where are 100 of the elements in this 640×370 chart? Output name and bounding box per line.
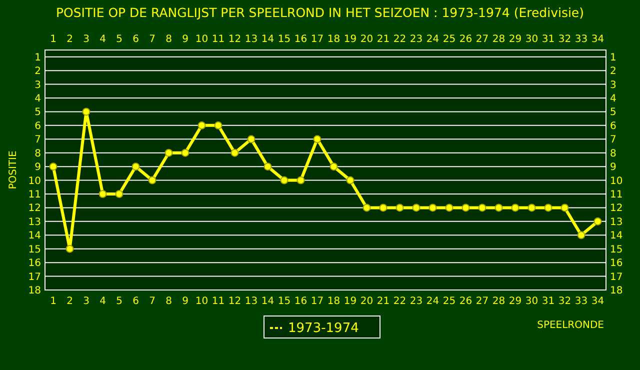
x2-tick-label: 4 [100,296,106,307]
y-tick-label: 14 [28,230,41,242]
x-tick-label: 2 [66,34,73,45]
y-axis-title: POSITIE [8,150,19,190]
point [313,135,322,144]
x2-tick-label: 3 [83,296,90,307]
y-tick-label: 5 [34,107,41,118]
y2-tick-label: 8 [610,148,616,160]
point [280,176,288,184]
x-tick-label: 5 [116,34,122,45]
y2-tick-label: 16 [610,258,623,270]
x2-tick-label: 17 [310,296,324,307]
x-tick-label: 25 [442,34,456,45]
point [98,190,107,198]
x2-tick-label: 30 [525,296,538,307]
y-tick-label: 2 [34,66,41,78]
x-tick-label: 34 [591,34,604,45]
x-tick-label: 10 [195,34,208,45]
y-tick-label: 18 [28,286,41,296]
x-tick-label: 3 [83,34,90,45]
point [49,162,58,171]
point [396,204,404,212]
point [264,162,272,171]
y2-tick-label: 9 [610,162,616,174]
x-tick-label: 31 [542,34,555,45]
point [82,108,90,116]
x2-tick-label: 14 [261,296,274,307]
y-tick-label: 12 [28,203,41,214]
point [115,190,124,198]
point [164,148,173,157]
x2-tick-label: 13 [244,296,258,307]
x2-tick-label: 10 [195,296,208,307]
x2-tick-label: 16 [294,296,308,307]
y2-tick-label: 17 [610,272,623,283]
y2-tick-label: 4 [610,94,616,104]
y-tick-label: 15 [28,244,41,256]
y-tick-label: 6 [34,120,41,132]
point [362,204,371,212]
x2-tick-label: 5 [116,296,122,307]
x2-tick-label: 15 [278,296,291,307]
x-tick-label: 12 [228,34,242,45]
x-tick-label: 6 [132,34,139,45]
x2-tick-label: 29 [508,296,522,307]
y2-tick-label: 2 [610,66,616,78]
x2-tick-label: 20 [360,296,374,307]
point [544,204,552,212]
x-tick-label: 17 [310,34,324,45]
point [148,176,156,184]
x2-tick-label: 25 [442,296,456,307]
x2-tick-label: 26 [459,296,472,307]
y-tick-label: 9 [34,162,41,174]
y-tick-label: 16 [28,258,41,270]
y-tick-label: 8 [34,148,41,160]
x-tick-label: 29 [508,34,522,45]
x-tick-label: 24 [426,34,440,45]
x-tick-label: 15 [278,34,291,45]
x2-tick-label: 12 [228,296,242,307]
point [462,204,470,212]
point [198,121,206,130]
point [412,204,420,212]
x-tick-label: 23 [410,34,423,45]
point [346,176,354,184]
x-tick-label: 7 [149,34,156,45]
x2-tick-label: 24 [426,296,440,307]
x-tick-label: 26 [459,34,472,45]
x2-tick-label: 33 [574,296,588,307]
y-tick-label: 10 [28,176,41,187]
x2-tick-label: 31 [542,296,555,307]
x-tick-label: 33 [574,34,588,45]
x2-tick-label: 6 [132,296,139,307]
point [577,231,586,240]
x2-tick-label: 11 [212,296,225,307]
x-tick-label: 30 [525,34,538,45]
y2-tick-label: 7 [610,134,616,146]
x2-tick-label: 22 [393,296,406,307]
x2-tick-label: 28 [492,296,506,307]
y-tick-label: 3 [34,80,41,91]
x-tick-label: 9 [182,34,188,45]
y-tick-label: 4 [34,94,41,104]
y-tick-label: 17 [28,272,41,283]
y2-tick-label: 12 [610,203,623,214]
y2-tick-label: 5 [610,107,616,118]
x-tick-label: 22 [393,34,406,45]
x-tick-label: 16 [294,34,308,45]
chart-title: POSITIE OP DE RANGLIJST PER SPEELROND IN HET SEIZOEN : 1973-1974 (Eredivisie) [56,5,584,20]
y2-tick-label: 18 [610,286,623,296]
x2-tick-label: 2 [66,296,73,307]
point [181,148,190,157]
y-tick-label: 13 [28,216,41,228]
point [594,217,602,226]
x2-tick-label: 1 [50,296,56,307]
point [494,204,503,212]
y2-tick-label: 13 [610,216,623,228]
point [511,204,520,212]
x2-tick-label: 32 [558,296,572,307]
point [230,148,239,157]
x2-tick-label: 34 [591,296,604,307]
y-tick-label: 11 [28,190,41,200]
point [528,204,536,212]
x-tick-label: 19 [344,34,357,45]
